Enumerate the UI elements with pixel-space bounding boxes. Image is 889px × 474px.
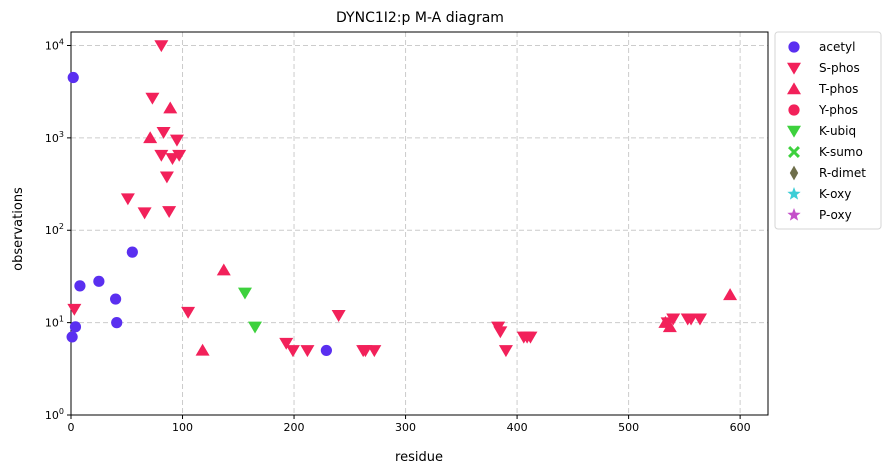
data-point-s-phos [156,127,171,139]
legend-marker-k-oxy [787,187,801,200]
legend-marker-r-dimet [789,165,799,181]
legend-label-t-phos: T-phos [818,82,858,96]
data-point-acetyl [126,246,138,258]
y-tick-exponent: 4 [59,37,64,46]
data-point-s-phos [169,134,184,147]
data-point-t-phos [723,288,738,301]
y-axis-title: observations [11,187,26,271]
data-point-k-ubiq [237,287,252,300]
data-point-t-phos [143,131,158,144]
data-point-s-phos [300,345,315,358]
x-tick-label: 600 [730,421,751,434]
legend-marker-k-ubiq [787,125,801,138]
data-point-acetyl [74,280,86,292]
y-tick-label: 101 [45,315,64,330]
legend-marker-k-sumo [788,146,800,158]
data-point-acetyl [320,344,332,357]
data-point-s-phos [172,149,187,162]
y-tick-base: 10 [45,317,59,330]
x-tick-label: 400 [507,421,528,434]
legend-label-p-oxy: P-oxy [819,208,852,222]
data-point-s-phos [358,345,373,358]
y-tick-label: 104 [45,37,64,52]
y-tick-base: 10 [45,39,59,52]
data-point-acetyl [67,71,79,84]
x-tick-label: 100 [172,421,193,434]
x-tick-label: 200 [284,421,305,434]
legend-label-k-ubiq: K-ubiq [819,124,856,138]
data-point-s-phos [137,207,152,220]
data-point-s-phos [67,303,82,316]
data-point-s-phos [279,337,294,350]
y-tick-exponent: 0 [59,407,64,416]
legend-label-acetyl: acetyl [819,40,855,54]
y-tick-exponent: 1 [59,315,64,324]
data-point-s-phos [367,345,382,358]
data-point-t-phos [662,320,677,333]
data-point-s-phos [692,313,707,326]
data-point-s-phos [684,313,699,326]
x-tick-label: 300 [395,421,416,434]
legend: acetyl S-phos T-phos Y-phos K-ubiq K-sumo R-di… [774,31,882,230]
y-tick-base: 10 [45,224,59,237]
y-tick-label: 102 [45,222,64,237]
chart-title: DYNC1I2:p M-A diagram [336,10,504,26]
legend-marker-s-phos [787,62,801,75]
legend-marker-acetyl [788,41,800,53]
legend-label-r-dimet: R-dimet [819,166,866,180]
y-tick-label: 100 [45,407,64,422]
data-point-s-phos [285,345,300,358]
y-tick-base: 10 [45,409,59,422]
data-point-s-phos [181,306,196,319]
legend-marker-t-phos [787,82,801,95]
x-tick-label: 500 [618,421,639,434]
data-point-s-phos [666,313,681,326]
y-tick-exponent: 3 [59,130,64,139]
data-point-acetyl [66,331,78,343]
x-axis-title: residue [395,450,443,465]
data-point-s-phos [331,310,346,322]
data-point-s-phos [120,193,135,206]
legend-label-k-oxy: K-oxy [819,187,851,201]
legend-marker-p-oxy [787,208,801,221]
data-point-s-phos [162,206,177,219]
legend-label-y-phos: Y-phos [818,103,858,117]
data-points [66,40,738,358]
data-point-acetyl [110,293,122,305]
plot-frame [70,31,769,416]
data-point-s-phos [493,326,508,339]
data-point-k-ubiq [248,321,263,334]
data-point-s-phos [159,171,174,184]
legend-box [774,31,882,230]
x-tick-label: 0 [68,421,75,434]
data-point-t-phos [216,263,231,276]
y-tick-base: 10 [45,132,59,145]
legend-marker-y-phos [788,104,800,116]
data-point-t-phos [163,101,178,114]
grid [71,32,768,415]
data-point-s-phos [154,40,169,53]
data-point-s-phos [523,331,538,344]
data-point-s-phos [498,345,513,358]
data-point-acetyl [93,275,105,287]
data-point-s-phos [154,149,169,162]
legend-label-s-phos: S-phos [819,61,860,75]
data-point-acetyl [111,317,123,329]
y-tick-label: 103 [45,130,64,145]
y-tick-exponent: 2 [59,222,64,231]
data-point-acetyl [69,321,82,333]
legend-label-k-sumo: K-sumo [819,145,863,159]
data-point-s-phos [145,92,160,105]
data-point-t-phos [195,343,210,356]
